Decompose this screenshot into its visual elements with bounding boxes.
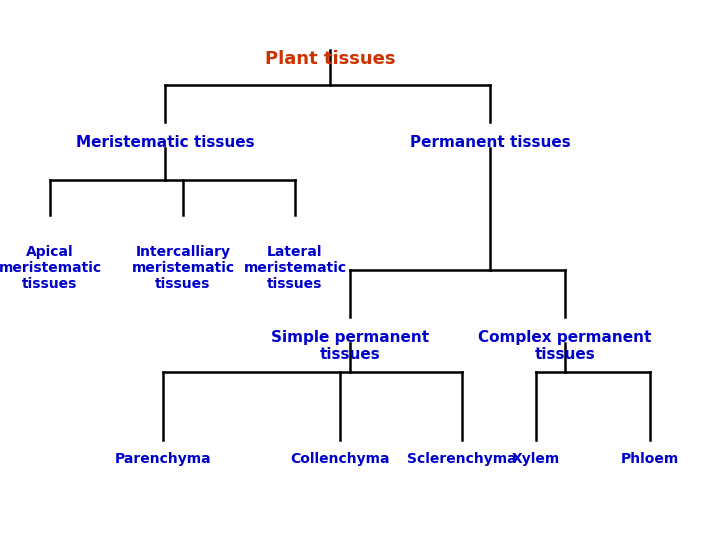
- Text: Complex permanent
tissues: Complex permanent tissues: [478, 330, 652, 362]
- Text: Apical
meristematic
tissues: Apical meristematic tissues: [0, 245, 102, 292]
- Text: Collenchyma: Collenchyma: [290, 452, 390, 466]
- Text: Plant tissues: Plant tissues: [265, 50, 395, 68]
- Text: Meristematic tissues: Meristematic tissues: [76, 135, 254, 150]
- Text: Intercalliary
meristematic
tissues: Intercalliary meristematic tissues: [132, 245, 235, 292]
- Text: Sclerenchyma: Sclerenchyma: [408, 452, 517, 466]
- Text: Permanent tissues: Permanent tissues: [410, 135, 570, 150]
- Text: Lateral
meristematic
tissues: Lateral meristematic tissues: [243, 245, 346, 292]
- Text: Parenchyma: Parenchyma: [114, 452, 211, 466]
- Text: Simple permanent
tissues: Simple permanent tissues: [271, 330, 429, 362]
- Text: Phloem: Phloem: [621, 452, 679, 466]
- Text: Xylem: Xylem: [512, 452, 560, 466]
